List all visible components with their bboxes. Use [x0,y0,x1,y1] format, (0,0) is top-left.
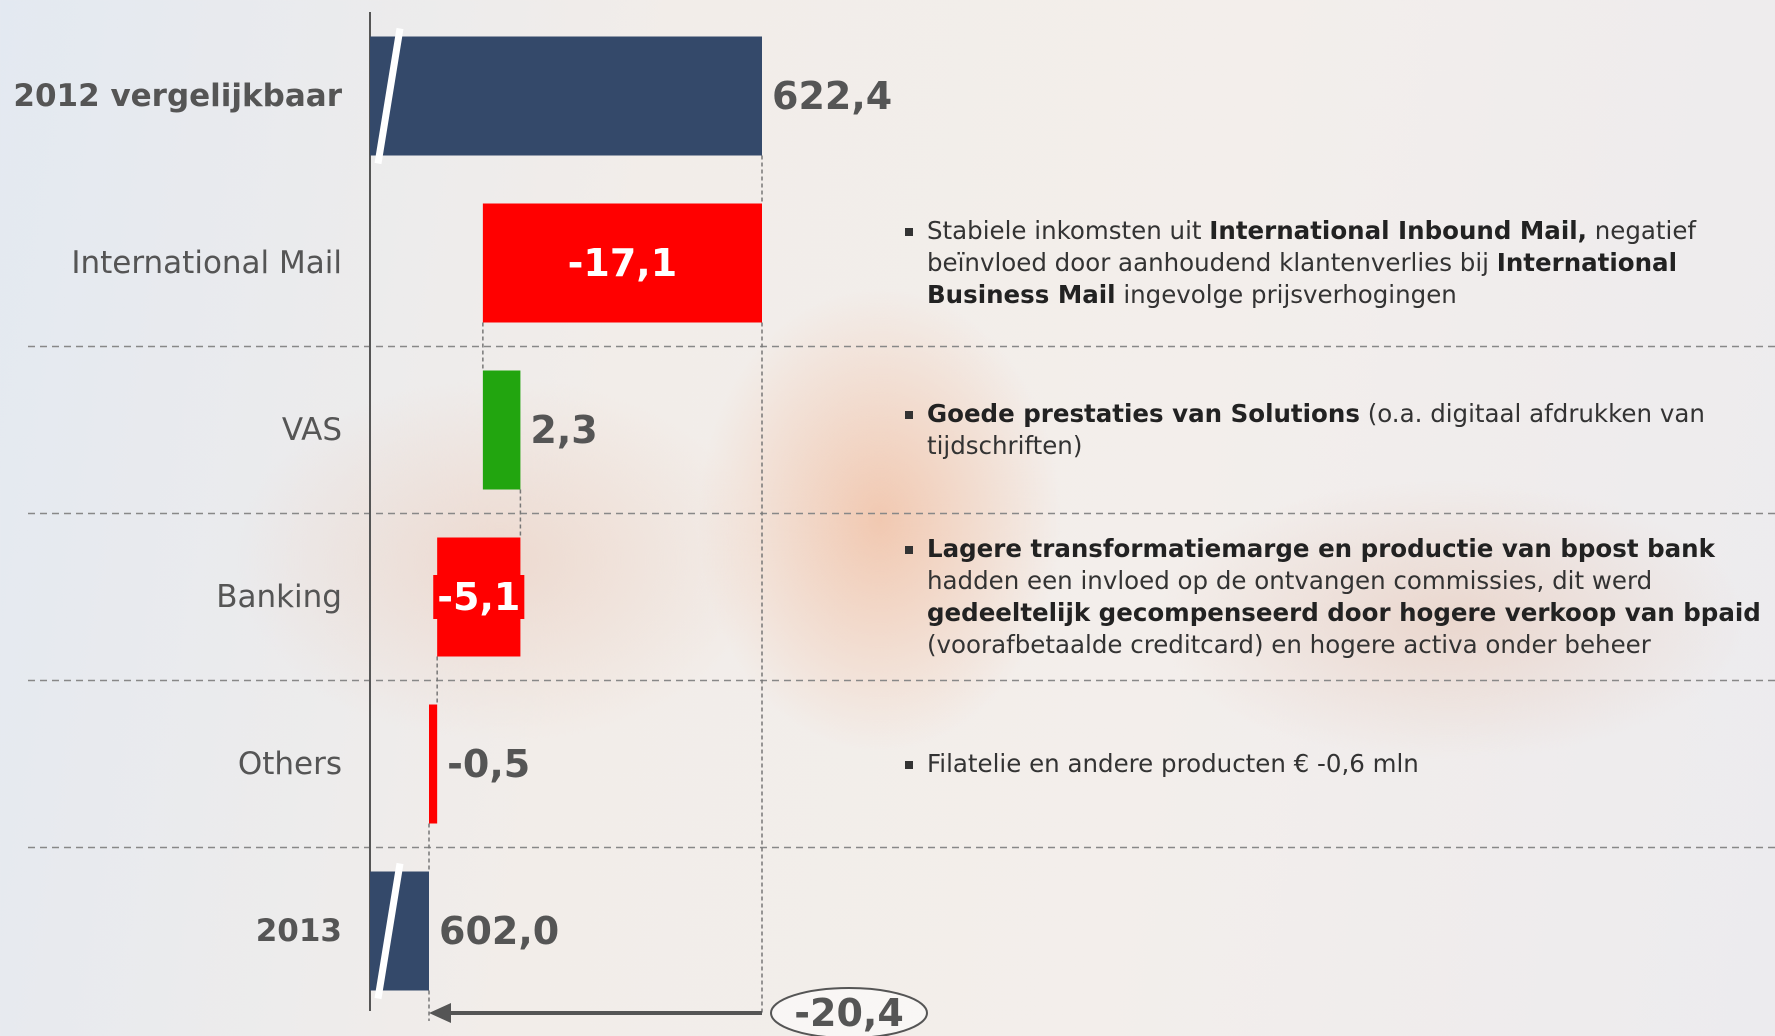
annotation: Lagere transformatiemarge en productie v… [905,533,1775,661]
annotation-text: Stabiele inkomsten uit [927,216,1210,245]
bar [370,36,762,156]
value-label: -0,5 [447,742,530,786]
value-label: 2,3 [530,408,597,452]
value-label: -5,1 [437,575,520,619]
annotation-text: gedeeltelijk gecompenseerd door hogere v… [927,598,1761,627]
change-bubble [770,987,928,1036]
axis-break [374,862,404,1000]
category-label: VAS [282,412,342,448]
bar [482,370,521,490]
category-label: Banking [216,579,342,615]
annotation-text: hadden een invloed op de ontvangen commi… [927,566,1653,595]
annotation-text: Lagere transformatiemarge en productie v… [927,534,1715,563]
category-label: International Mail [71,245,342,281]
annotation: Stabiele inkomsten uit International Inb… [905,215,1775,311]
annotation-item: Filatelie en andere producten € -0,6 mln [927,748,1775,780]
annotation-item: Lagere transformatiemarge en productie v… [927,533,1775,661]
annotation-text: (voorafbetaalde creditcard) en hogere ac… [927,630,1651,659]
annotation-item: Stabiele inkomsten uit International Inb… [927,215,1775,311]
annotation-text: negatief beïnvloed door aanhoudend klant… [927,216,1697,277]
value-label: 622,4 [772,74,892,118]
annotation-item: Goede prestaties van Solutions (o.a. dig… [927,398,1775,462]
annotation-text: Goede prestaties van Solutions [927,399,1360,428]
axis-break [374,27,404,165]
category-label: 2012 vergelijkbaar [13,78,342,114]
arrow-head [429,1003,451,1023]
value-label: 602,0 [439,909,559,953]
bar [482,203,762,323]
annotation-text: Filatelie en andere producten € -0,6 mln [927,749,1419,778]
annotation-text: (o.a. digitaal afdrukken van tijdschrift… [927,399,1705,460]
value-label: -17,1 [568,241,678,285]
bar [429,704,438,824]
annotation-text: ingevolge prijsverhogingen [1115,280,1457,309]
annotation-text: International Inbound Mail, [1209,216,1587,245]
annotation: Filatelie en andere producten € -0,6 mln [905,748,1775,780]
change-label: -20,4 [794,991,904,1035]
label-background [433,575,525,619]
category-label: Others [238,746,342,782]
category-label: 2013 [256,913,342,949]
annotation: Goede prestaties van Solutions (o.a. dig… [905,398,1775,462]
annotation-text: International Business Mail [927,248,1677,309]
